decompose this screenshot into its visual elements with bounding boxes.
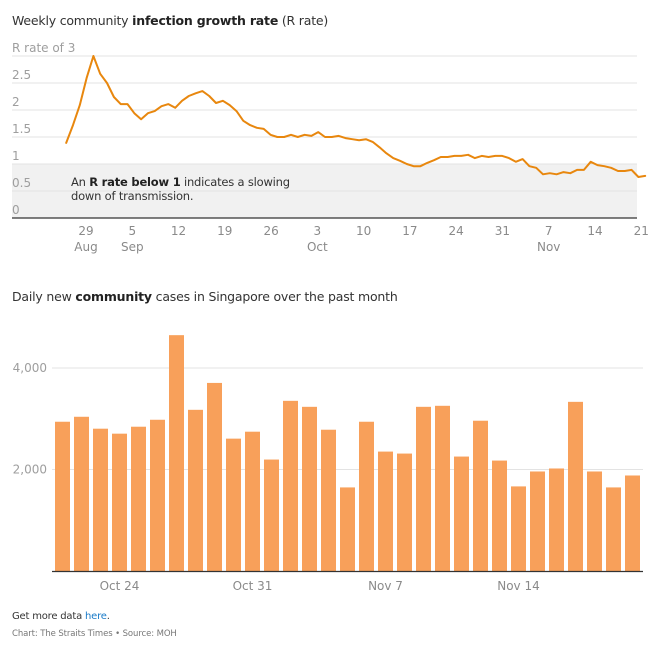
- daily-cases-bar-chart: 4,000 2,000 Oct 24 Oct 31 Nov 7 Nov 14: [13, 335, 643, 593]
- y-tick-label: 2.5: [12, 68, 31, 82]
- x-tick-label: 31: [495, 224, 510, 238]
- cases-chart-title: Daily new community cases in Singapore o…: [12, 289, 398, 304]
- title-bold-part: community: [75, 289, 152, 304]
- title-part: Daily new: [12, 289, 76, 304]
- bar: [55, 421, 70, 571]
- title-part: Weekly community: [12, 13, 133, 28]
- bar: [435, 405, 450, 571]
- r-rate-chart-title: Weekly community infection growth rate (…: [12, 13, 328, 28]
- bar: [321, 429, 336, 571]
- y-tick-label: 4,000: [13, 361, 47, 375]
- annotation-text: An: [71, 175, 90, 189]
- bar: [283, 400, 298, 571]
- bar: [549, 468, 564, 571]
- bar: [378, 451, 393, 571]
- x-tick-label: 10: [356, 224, 371, 238]
- x-tick-label: 12: [171, 224, 186, 238]
- bar: [416, 406, 431, 571]
- bar: [511, 486, 526, 571]
- x-tick-label: 29: [78, 224, 93, 238]
- y-tick-label: 1.5: [12, 122, 31, 136]
- bar: [245, 431, 260, 571]
- more-data-text: Get more data: [12, 611, 85, 622]
- x-tick-label: 24: [449, 224, 464, 238]
- more-data-suffix: .: [106, 611, 110, 622]
- y-tick-label: 1: [12, 149, 20, 163]
- x-tick-label: 21: [634, 224, 649, 238]
- x-tick-month-label: Oct: [307, 240, 328, 254]
- bar: [473, 420, 488, 571]
- bar: [340, 487, 355, 571]
- more-data-link[interactable]: here: [85, 611, 107, 622]
- bar: [169, 335, 184, 571]
- r-rate-line-chart: R rate of 3 2.5 2 1.5 1 0.5 0 29 Aug 5 Sep 12 19 26 3 O…: [12, 41, 649, 254]
- bar: [606, 487, 621, 571]
- r-rate-line: [65, 55, 647, 178]
- x-tick-label: 26: [263, 224, 278, 238]
- y-tick-label: 2,000: [13, 463, 47, 477]
- more-data-line: Get more data here.: [12, 611, 110, 622]
- x-tick-label: Oct 24: [100, 579, 140, 593]
- bar: [492, 460, 507, 571]
- bar: [150, 419, 165, 571]
- r-rate-annotation: An R rate below 1 indicates a slowing do…: [71, 175, 301, 203]
- x-tick-label: Oct 31: [233, 579, 273, 593]
- bar: [625, 475, 640, 571]
- bar: [454, 456, 469, 571]
- bar: [397, 453, 412, 571]
- title-bold-part: infection growth rate: [132, 13, 279, 28]
- y-tick-label: 0.5: [12, 176, 31, 190]
- x-tick-month-label: Sep: [121, 240, 144, 254]
- x-tick-month-label: Nov: [537, 240, 560, 254]
- title-part: (R rate): [278, 13, 329, 28]
- bar: [188, 409, 203, 571]
- bar: [131, 426, 146, 571]
- bar: [302, 406, 317, 571]
- bar: [93, 428, 108, 571]
- x-tick-label: 14: [587, 224, 602, 238]
- chart-credit: Chart: The Straits Times • Source: MOH: [12, 629, 177, 639]
- bar: [207, 382, 222, 571]
- bar: [264, 459, 279, 571]
- x-tick-label: 17: [402, 224, 417, 238]
- y-tick-label: 2: [12, 95, 20, 109]
- bar: [587, 471, 602, 571]
- bar: [226, 438, 241, 571]
- bar: [530, 471, 545, 571]
- x-tick-month-label: Aug: [74, 240, 97, 254]
- x-tick-label: 19: [217, 224, 232, 238]
- x-tick-label: Nov 14: [497, 579, 540, 593]
- x-tick-label: 7: [545, 224, 553, 238]
- x-tick-label: 3: [314, 224, 322, 238]
- title-part: cases in Singapore over the past month: [151, 289, 398, 304]
- y-tick-label: R rate of 3: [12, 41, 75, 55]
- x-tick-label: 5: [128, 224, 136, 238]
- annotation-bold: R rate below 1: [89, 175, 181, 189]
- bar: [74, 416, 89, 571]
- bar: [112, 433, 127, 571]
- y-tick-label: 0: [12, 203, 20, 217]
- bar: [359, 421, 374, 571]
- annotation-text: indicates a slowing down of transmission…: [71, 175, 290, 203]
- bar: [568, 401, 583, 571]
- x-tick-label: Nov 7: [368, 579, 403, 593]
